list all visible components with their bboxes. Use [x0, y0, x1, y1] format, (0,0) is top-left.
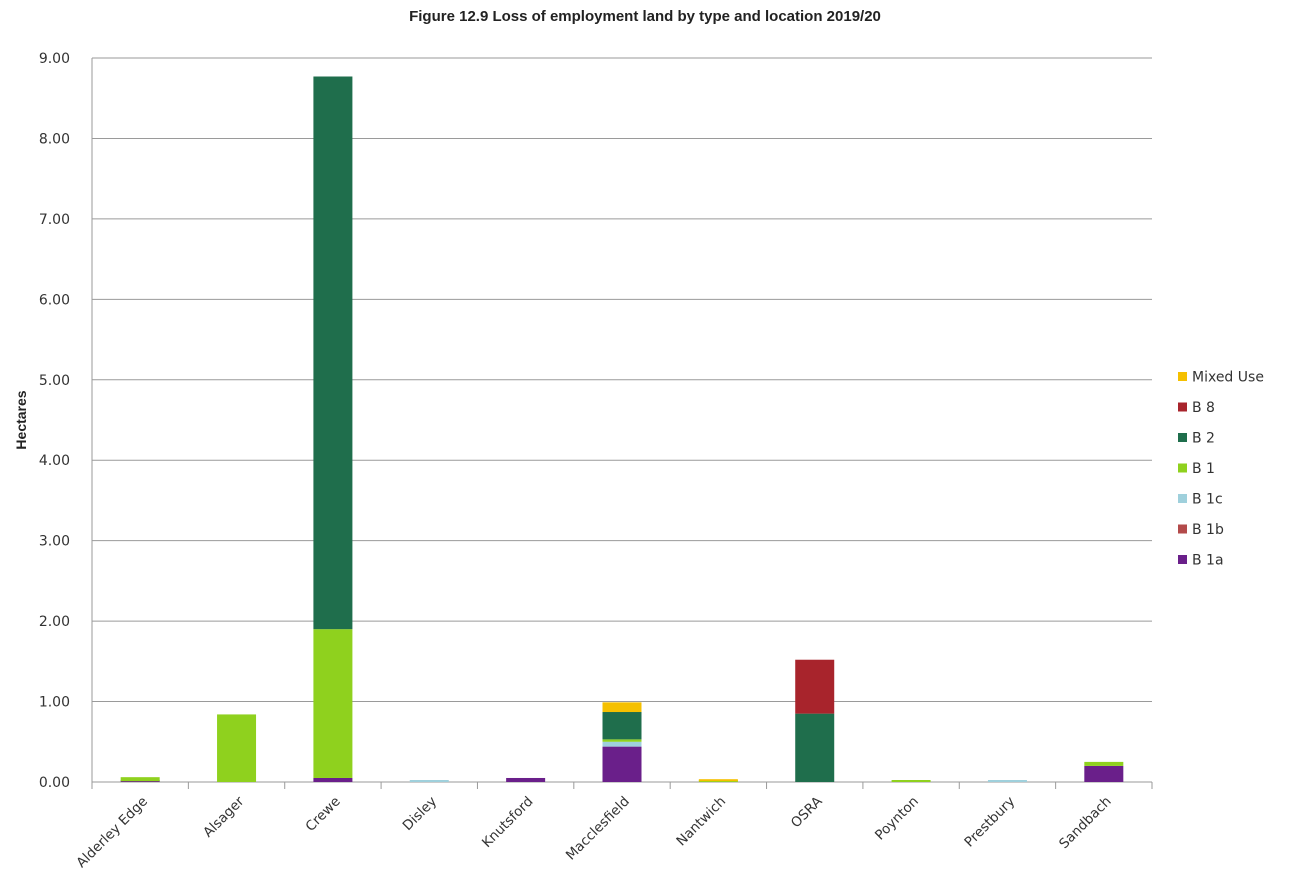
legend-label: B 1a: [1192, 553, 1224, 569]
bar-segment: [1084, 765, 1124, 782]
x-tick-label: Macclesfield: [563, 794, 633, 864]
legend-item: B 1b: [1178, 522, 1224, 538]
y-tick-label: 7.00: [39, 212, 70, 228]
legend-swatch: [1178, 372, 1187, 381]
y-tick-label: 6.00: [39, 292, 70, 308]
y-tick-label: 8.00: [39, 131, 70, 147]
bar-segment: [987, 780, 1027, 782]
bar-segment: [891, 780, 931, 782]
legend-item: B 1a: [1178, 553, 1224, 569]
bar-segment: [313, 76, 353, 630]
y-tick-label: 4.00: [39, 453, 70, 469]
bars: [120, 76, 1124, 782]
legend-swatch: [1178, 402, 1187, 412]
bar-segment: [795, 659, 835, 714]
y-tick-label: 9.00: [39, 51, 70, 67]
axes: [91, 58, 1153, 789]
bar-segment: [698, 779, 738, 782]
legend-item: B 8: [1178, 400, 1215, 416]
bar-segment: [602, 712, 642, 740]
x-tick-label: Nantwich: [673, 794, 729, 850]
bar-segment: [1084, 761, 1124, 766]
x-tick-label: Alderley Edge: [73, 794, 151, 872]
legend-swatch: [1178, 524, 1187, 534]
x-tick-label: Crewe: [302, 794, 343, 835]
y-tick-label: 0.00: [39, 775, 70, 791]
x-tick-label: Alsager: [200, 793, 247, 840]
legend-label: B 2: [1192, 431, 1215, 447]
bar-segment: [602, 702, 642, 713]
bar-segment: [313, 629, 353, 778]
gridlines: [92, 57, 1152, 783]
bar-segment: [602, 741, 642, 747]
x-tick-label: Prestbury: [961, 794, 1018, 851]
bar-segment: [602, 739, 642, 742]
legend-label: B 1c: [1192, 492, 1223, 508]
bar-segment: [120, 777, 160, 782]
legend-item: B 2: [1178, 431, 1215, 447]
x-tick-labels: Alderley Edge Alsager Crewe Disley Knutsford…: [73, 793, 1114, 871]
legend-label: B 8: [1192, 400, 1215, 416]
legend-item: B 1c: [1178, 492, 1223, 508]
x-tick-label: OSRA: [788, 793, 826, 831]
x-tick-label: Disley: [400, 794, 440, 834]
legend-item: Mixed Use: [1178, 370, 1264, 386]
legend: Mixed Use B 8 B 2 B 1 B 1c B 1b B 1a: [1178, 370, 1264, 569]
bar-segment: [602, 746, 642, 782]
bar-segment: [795, 713, 835, 782]
y-tick-labels: 0.00 1.00 2.00 3.00 4.00 5.00 6.00 7.00 8.00 9.00: [39, 51, 70, 791]
bar-segment: [313, 777, 353, 782]
x-tick-label: Poynton: [872, 794, 922, 844]
chart-title: Figure 12.9 Loss of employment land by t…: [409, 8, 881, 25]
bar-segment: [409, 780, 449, 782]
x-tick-label: Sandbach: [1056, 794, 1115, 853]
y-axis-label: Hectares: [13, 390, 29, 449]
bar-segment: [506, 777, 546, 782]
y-tick-label: 3.00: [39, 534, 70, 550]
y-tick-label: 1.00: [39, 695, 70, 711]
legend-swatch: [1178, 433, 1187, 442]
legend-label: B 1: [1192, 461, 1215, 477]
bar-segment: [217, 714, 257, 782]
legend-swatch: [1178, 494, 1187, 503]
legend-item: B 1: [1178, 461, 1215, 477]
x-tick-label: Knutsford: [479, 794, 536, 851]
y-tick-label: 2.00: [39, 614, 70, 630]
legend-label: Mixed Use: [1192, 370, 1264, 386]
y-tick-label: 5.00: [39, 373, 70, 389]
legend-swatch: [1178, 463, 1187, 473]
legend-swatch: [1178, 555, 1187, 564]
legend-label: B 1b: [1192, 522, 1224, 538]
